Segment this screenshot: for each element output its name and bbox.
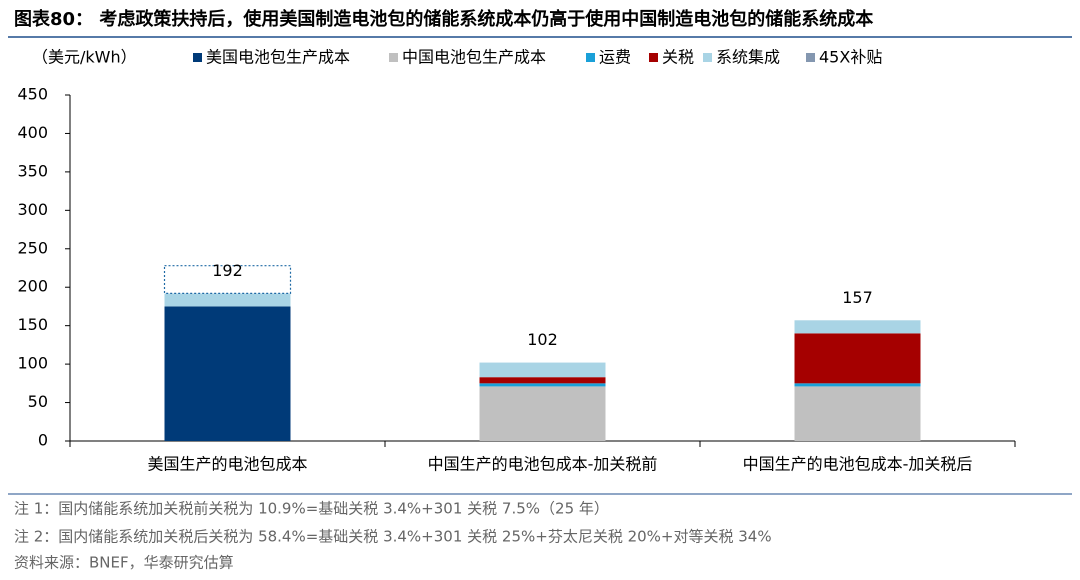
total-label: 157 — [842, 288, 873, 307]
note: 注 2：国内储能系统加关税后关税为 58.4%=基础关税 3.4%+301 关税… — [14, 528, 772, 546]
total-label: 102 — [527, 330, 558, 349]
note: 注 1：国内储能系统加关税前关税为 10.9%=基础关税 3.4%+301 关税… — [14, 500, 609, 518]
legend-swatch — [703, 53, 712, 62]
legend-label: 45X补贴 — [819, 48, 882, 67]
legend-label: 系统集成 — [716, 48, 780, 67]
y-tick-label: 150 — [17, 315, 48, 334]
y-tick-label: 250 — [17, 238, 48, 257]
legend-swatch — [649, 53, 658, 62]
y-tick-label: 50 — [28, 392, 48, 411]
chart-title: 图表80： 考虑政策扶持后，使用美国制造电池包的储能系统成本仍高于使用中国制造电… — [14, 8, 873, 30]
y-axis-label: （美元/kWh） — [32, 48, 137, 67]
x-tick-label: 中国生产的电池包成本-加关税前 — [428, 455, 658, 474]
x-tick-label: 美国生产的电池包成本 — [147, 455, 307, 474]
bar-segment — [479, 377, 606, 384]
bar-segment — [794, 333, 921, 384]
legend-swatch — [586, 53, 595, 62]
bar-segment — [794, 383, 921, 387]
total-label: 192 — [212, 261, 243, 280]
y-tick-label: 350 — [17, 161, 48, 180]
bar-segment — [164, 306, 291, 441]
x-tick-label: 中国生产的电池包成本-加关税后 — [743, 455, 973, 474]
legend-label: 关税 — [662, 48, 694, 67]
note: 资料来源：BNEF，华泰研究估算 — [14, 554, 234, 572]
bar-segment — [164, 293, 291, 307]
legend-label: 运费 — [599, 48, 631, 67]
legend-swatch — [193, 53, 202, 62]
bar-segment — [479, 383, 606, 387]
y-tick-label: 300 — [17, 200, 48, 219]
bar-segment — [794, 320, 921, 334]
legend-swatch — [389, 53, 398, 62]
bar-segment — [794, 386, 921, 441]
y-tick-label: 450 — [17, 85, 48, 104]
y-tick-label: 400 — [17, 123, 48, 142]
legend-swatch — [806, 53, 815, 62]
y-tick-label: 200 — [17, 277, 48, 296]
bar-segment — [479, 386, 606, 441]
y-tick-label: 0 — [38, 431, 48, 450]
legend-label: 中国电池包生产成本 — [402, 48, 546, 67]
bar-segment — [163, 265, 292, 294]
legend-label: 美国电池包生产成本 — [206, 48, 350, 67]
y-tick-label: 100 — [17, 354, 48, 373]
bar-segment — [479, 362, 606, 378]
